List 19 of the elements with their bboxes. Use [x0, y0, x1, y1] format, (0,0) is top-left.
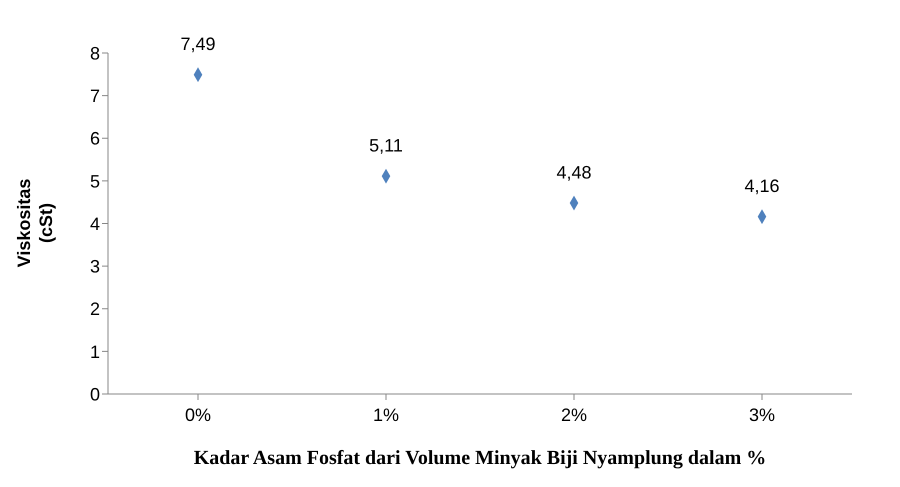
- y-tick-label: 7: [90, 86, 100, 106]
- y-tick-label: 3: [90, 256, 100, 277]
- y-tick-label: 2: [90, 299, 100, 320]
- x-tick-label: 1%: [372, 404, 400, 425]
- y-tick-label: 6: [90, 128, 100, 149]
- y-tick-label: 8: [90, 43, 100, 64]
- data-label: 5,11: [369, 136, 403, 156]
- y-tick-label: 1: [90, 342, 100, 362]
- y-tick-label: 4: [90, 214, 100, 234]
- x-tick-label: 2%: [560, 404, 588, 425]
- data-label: 4,48: [556, 162, 592, 183]
- x-axis-title: Kadar Asam Fosfat dari Volume Minyak Biji Nyamplung dalam %: [194, 447, 766, 469]
- x-tick-label: 0%: [184, 404, 212, 425]
- data-label: 4,16: [744, 176, 780, 196]
- x-tick-label: 3%: [748, 404, 776, 425]
- y-tick-label: 5: [90, 171, 100, 192]
- y-tick-label: 0: [90, 384, 100, 404]
- data-label: 7,49: [180, 34, 216, 54]
- y-axis-title: Viskositas (cSt): [14, 178, 56, 268]
